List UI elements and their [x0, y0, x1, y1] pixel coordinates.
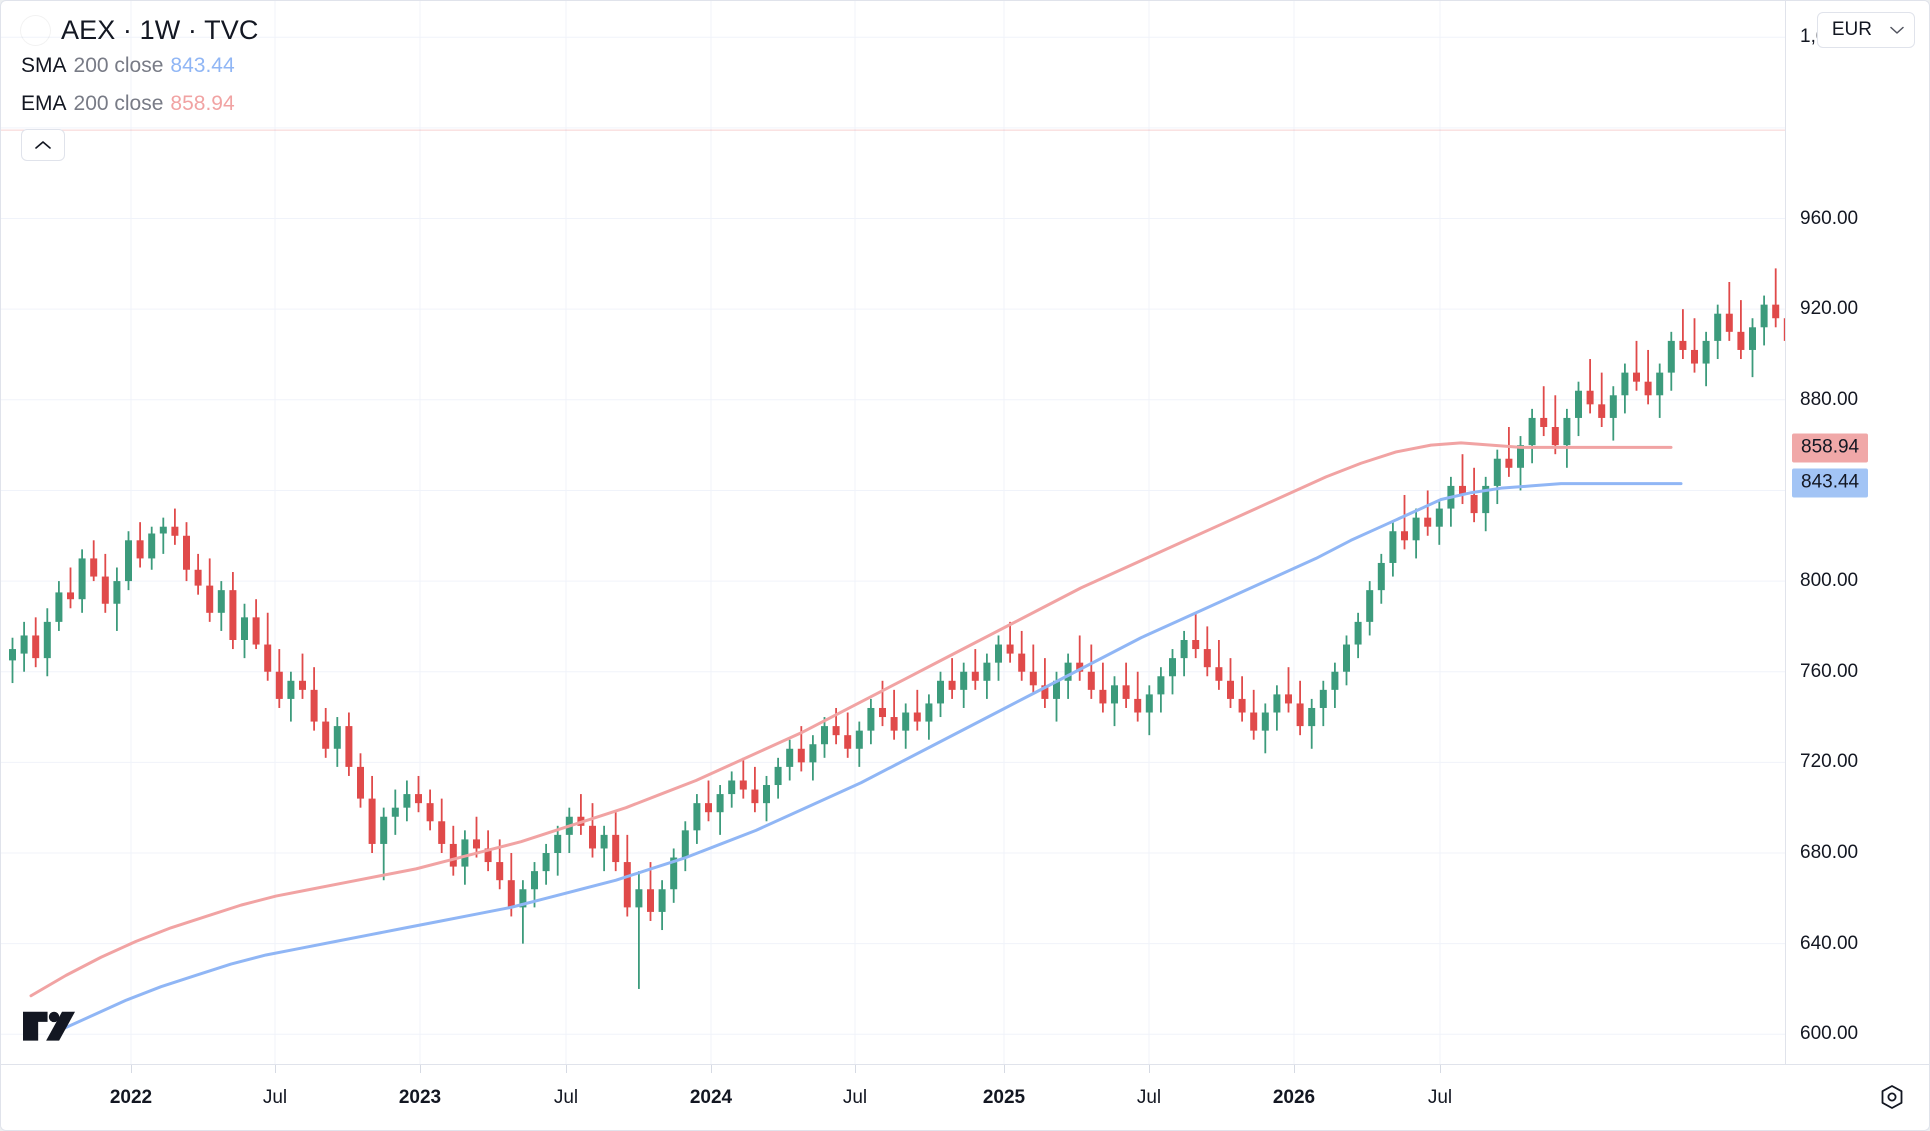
- netherlands-flag-icon: [21, 16, 50, 45]
- price-axis-badge-sma[interactable]: 843.44: [1792, 468, 1869, 498]
- legend-symbol-row[interactable]: AEX · 1W · TVC: [21, 13, 258, 47]
- time-axis-tick-mark: [855, 1065, 856, 1073]
- tradingview-logo: [23, 1011, 75, 1041]
- currency-label: EUR: [1831, 19, 1872, 40]
- symbol-title[interactable]: AEX · 1W · TVC: [61, 14, 259, 45]
- price-axis-tick: 640.00: [1800, 932, 1859, 954]
- time-axis-tick-mark: [711, 1065, 712, 1073]
- time-axis-tick: Jul: [842, 1087, 868, 1108]
- price-axis-tick: 760.00: [1800, 660, 1859, 682]
- price-axis-tick: 800.00: [1800, 570, 1859, 592]
- time-axis-tick: 2025: [982, 1087, 1026, 1108]
- time-axis-tick: 2024: [689, 1087, 733, 1108]
- time-axis-tick: Jul: [553, 1087, 579, 1108]
- legend-collapse-button[interactable]: [21, 129, 65, 161]
- chart-plot-area[interactable]: [1, 1, 1787, 1066]
- time-axis-tick-mark: [1149, 1065, 1150, 1073]
- price-axis-tick: 680.00: [1800, 842, 1859, 863]
- time-axis-tick: Jul: [1136, 1087, 1162, 1108]
- price-axis-tick: 920.00: [1800, 298, 1859, 320]
- currency-dropdown[interactable]: EUR: [1816, 12, 1915, 48]
- price-axis-badge-ema[interactable]: 858.94: [1792, 433, 1869, 463]
- time-axis-tick-mark: [131, 1065, 132, 1073]
- time-axis-tick: 2023: [398, 1087, 442, 1108]
- time-axis-tick: Jul: [262, 1087, 288, 1108]
- time-axis-tick-mark: [566, 1065, 567, 1073]
- crosshair-target-icon[interactable]: [1879, 1084, 1905, 1110]
- chart-gridlines: [1, 1, 1787, 1066]
- time-axis-tick-mark: [420, 1065, 421, 1073]
- chevron-up-icon: [35, 141, 51, 149]
- time-axis-tick-mark: [1440, 1065, 1441, 1073]
- price-axis-tick: 600.00: [1800, 1023, 1859, 1045]
- time-axis-tick: 2022: [109, 1087, 153, 1108]
- price-axis-tick: 720.00: [1800, 751, 1859, 773]
- chart-series: [1, 129, 1787, 1034]
- time-axis-tick-mark: [1004, 1065, 1005, 1073]
- price-axis-tick: 880.00: [1800, 388, 1859, 410]
- price-axis-tick: 960.00: [1800, 207, 1859, 229]
- time-axis-tick-mark: [275, 1065, 276, 1073]
- price-axis[interactable]: 1,040.00960.00920.00880.00800.00760.0072…: [1785, 1, 1929, 1066]
- time-axis-tick: Jul: [1427, 1087, 1453, 1108]
- time-axis-tick: 2026: [1272, 1087, 1316, 1108]
- chevron-down-icon: [1890, 26, 1904, 34]
- time-axis-tick-mark: [1294, 1065, 1295, 1073]
- time-axis[interactable]: 2022 Jul 2023 Jul 2024 Jul 2025 Jul 2026 Jul: [1, 1064, 1929, 1130]
